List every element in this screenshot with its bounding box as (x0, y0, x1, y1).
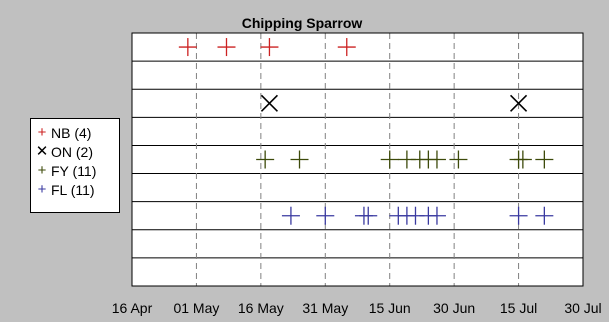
x-marker-stroke (260, 94, 279, 112)
plus-marker (281, 206, 300, 225)
plus-marker (178, 38, 197, 57)
plus-marker (290, 150, 309, 169)
plus-marker (427, 206, 446, 225)
x-marker-stroke (510, 94, 528, 112)
legend-label-nb: NB (4) (51, 124, 92, 141)
legend-item-on: ✕ ON (2) (35, 142, 119, 161)
x-marker (260, 94, 279, 112)
plus-marker (513, 150, 532, 169)
plus-marker (256, 150, 275, 169)
series-layer (178, 38, 554, 225)
plus-marker (217, 38, 236, 57)
plot-background (132, 33, 583, 286)
x-tick-label: 01 May (173, 300, 219, 316)
legend-item-fl: + FL (11) (35, 180, 119, 199)
plus-marker (380, 150, 399, 169)
plus-marker (535, 206, 554, 225)
plus-marker (316, 206, 335, 225)
tick-label-layer: 16 Apr 01 May 16 May 31 May 15 Jun 30 Jun 15 J… (112, 300, 602, 316)
plus-marker (359, 206, 378, 225)
x-tick-label: 15 Jun (369, 300, 411, 316)
plus-marker (427, 150, 446, 169)
x-marker-icon: ✕ (35, 143, 49, 160)
x-tick-label: 30 Jun (433, 300, 475, 316)
plus-marker-icon: + (37, 124, 47, 141)
x-tick-label: 31 May (302, 300, 348, 316)
legend-item-fy: + FY (11) (35, 161, 119, 180)
x-tick-label: 16 May (238, 300, 284, 316)
grid-layer (132, 33, 583, 286)
chart-title: Chipping Sparrow (242, 15, 363, 31)
legend-label-fy: FY (11) (51, 162, 97, 179)
plus-marker (260, 38, 279, 57)
legend-item-nb: + NB (4) (35, 123, 119, 142)
legend: + NB (4) ✕ ON (2) + FY (11) + FL (11) (30, 118, 120, 213)
plus-marker (509, 206, 528, 225)
legend-label-fl: FL (11) (51, 181, 95, 198)
legend-label-on: ON (2) (51, 143, 93, 160)
plus-marker (337, 38, 356, 57)
x-marker (510, 94, 528, 112)
plot-frame (131, 32, 584, 287)
x-tick-label: 30 Jul (564, 300, 601, 316)
plus-marker-icon: + (37, 181, 47, 198)
x-tick-label: 15 Jul (500, 300, 537, 316)
plus-marker (535, 150, 554, 169)
x-tick-label: 16 Apr (112, 300, 153, 316)
plus-marker (449, 150, 468, 169)
plus-marker-icon: + (37, 162, 47, 179)
